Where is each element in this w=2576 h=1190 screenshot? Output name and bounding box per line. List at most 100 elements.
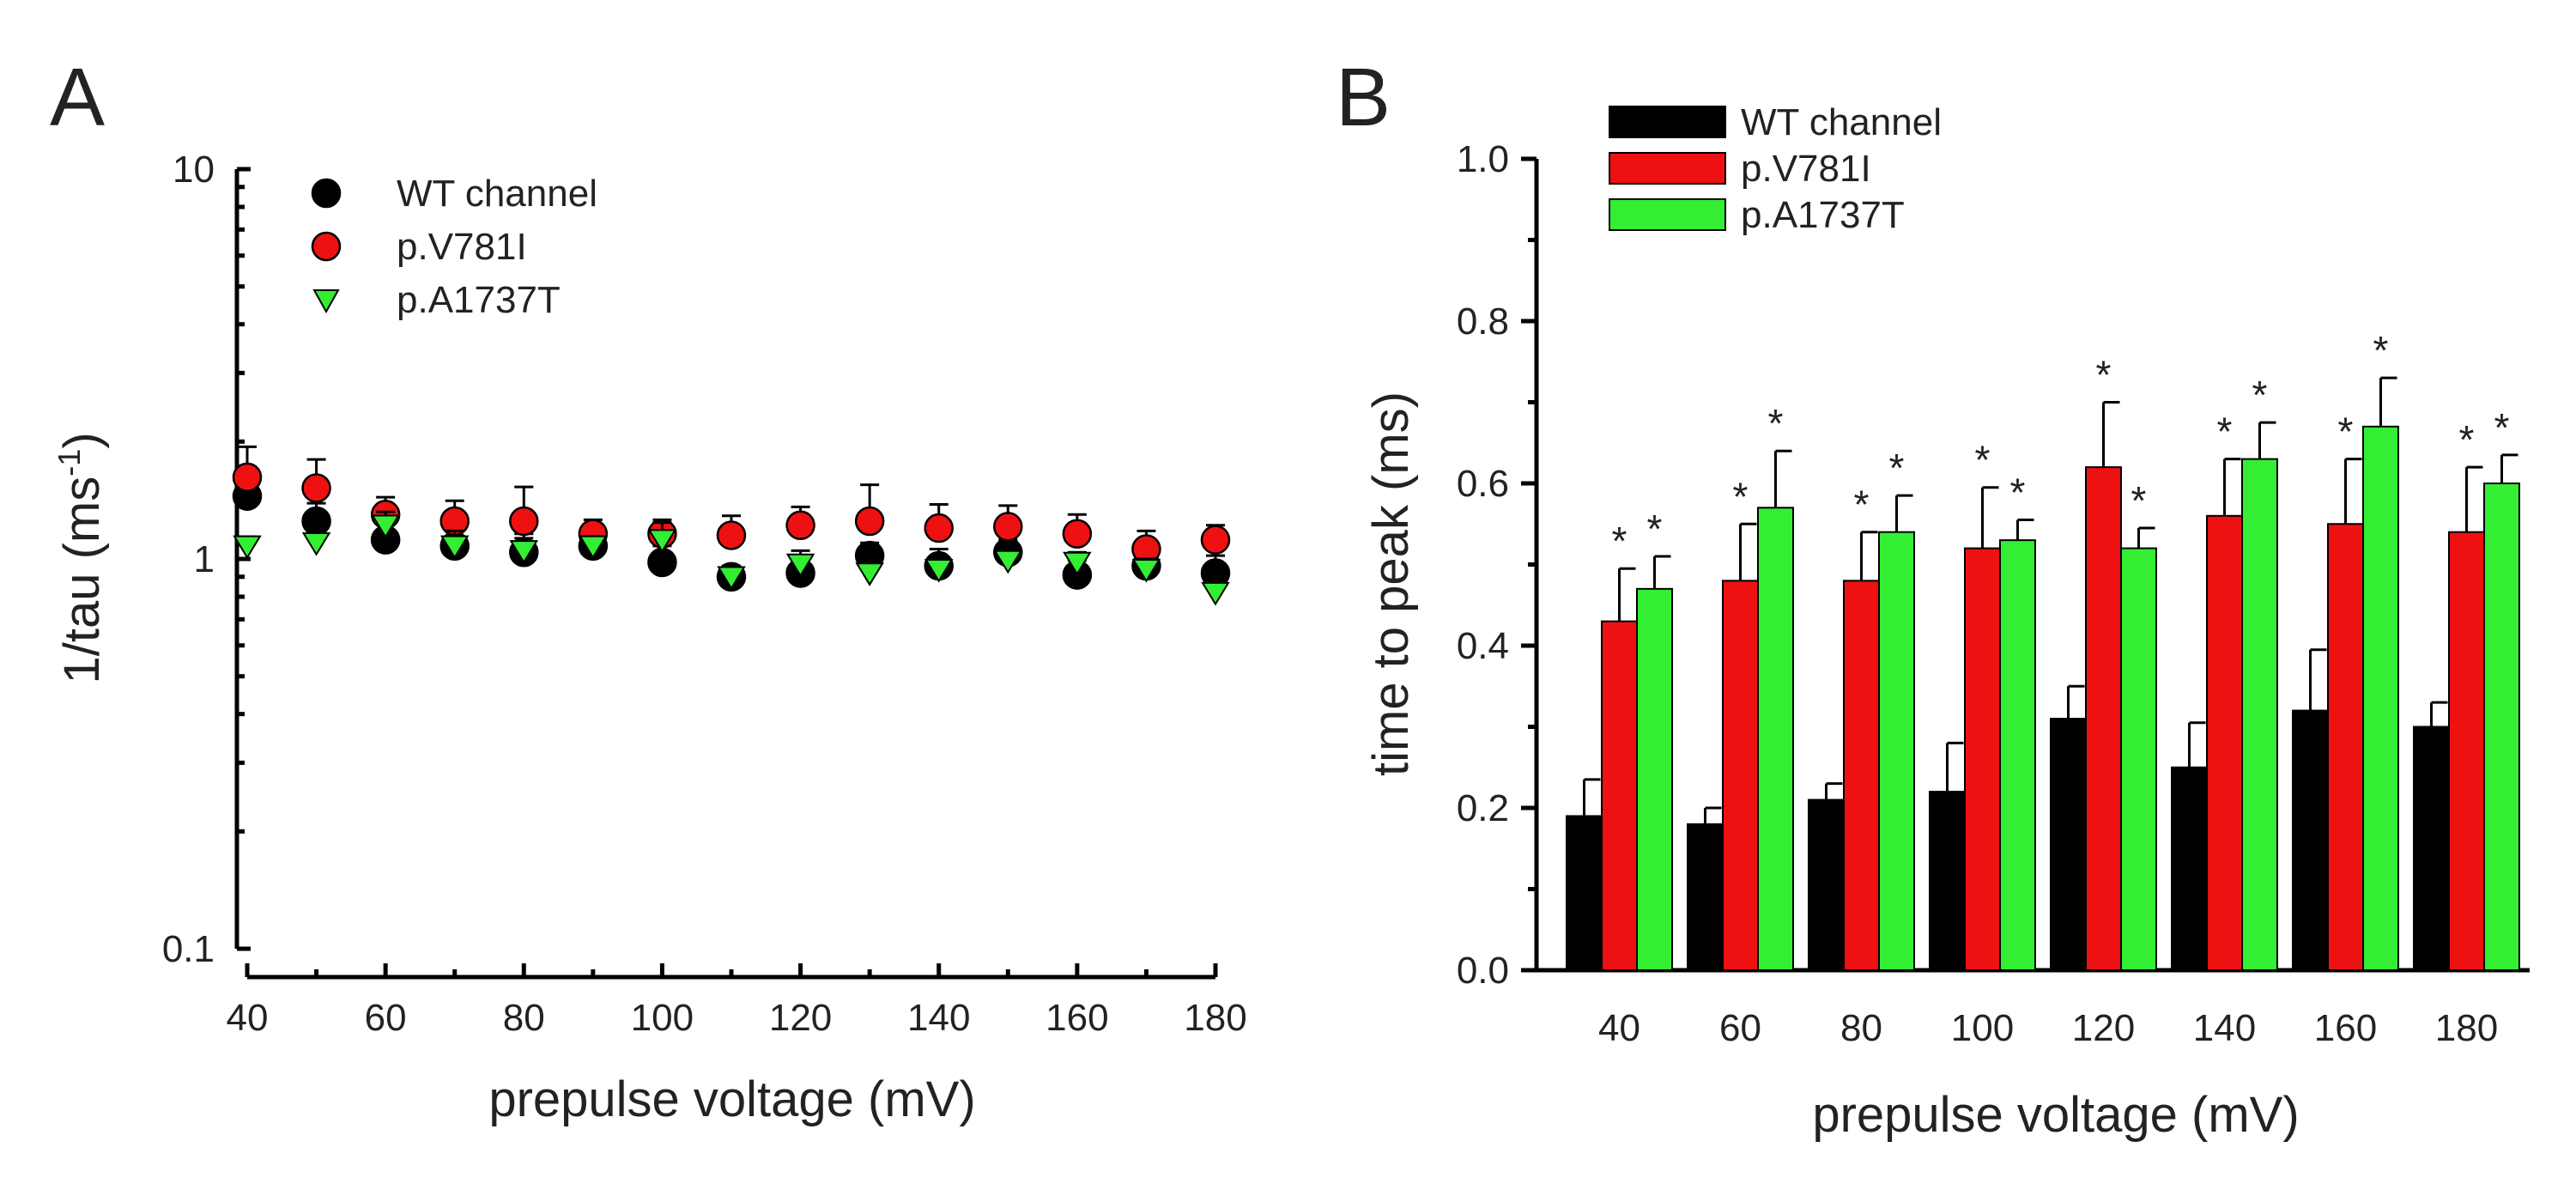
panel-b-legend-swatch: [1609, 198, 1726, 231]
panel-b-bar-wt-channel: [2171, 766, 2208, 971]
panel-a-data-point: [647, 529, 677, 554]
panel-a-data-point: [301, 473, 331, 503]
panel-b-bar-wt-channel: [1808, 798, 1845, 971]
panel-b-legend-label: p.V781I: [1741, 148, 1871, 190]
panel-a-x-tick-label: 60: [365, 997, 407, 1039]
panel-b-bar-p-v781i: [2085, 466, 2122, 971]
panel-a-data-point: [993, 549, 1023, 574]
panel-a-y-tick-label: 0.1: [162, 928, 215, 970]
panel-b-x-tick-label: 100: [1951, 1007, 2014, 1049]
panel-a-data-point: [716, 520, 747, 550]
panel-a-data-point: [924, 513, 954, 543]
panel-a-x-tick-label: 140: [907, 997, 970, 1039]
panel-b-significance-star: *: [2494, 405, 2510, 450]
panel-b-legend-label: p.A1737T: [1741, 194, 1905, 236]
panel-a-x-tick-label: 100: [631, 997, 694, 1039]
panel-a-data-point: [509, 540, 539, 564]
panel-a-data-point: [854, 506, 885, 537]
panel-b-significance-star: *: [2252, 373, 2268, 417]
panel-a-data-point: [785, 553, 815, 578]
panel-b-x-tick-label: 60: [1719, 1007, 1761, 1049]
panel-b-bar-p-a1737t: [2241, 458, 2278, 971]
panel-b-group-160: **: [2292, 328, 2399, 972]
panel-a-data-point: [785, 510, 815, 541]
panel-a-data-point: [301, 531, 331, 556]
panel-b-significance-star: *: [1854, 483, 1870, 527]
panel-a-x-tick-label: 80: [503, 997, 545, 1039]
panel-a-legend-label: WT channel: [397, 173, 597, 215]
panel-b-significance-star: *: [1889, 446, 1905, 490]
panel-a-data-point: [1201, 581, 1230, 606]
panel-a-data-point: [717, 566, 746, 591]
panel-b-x-tick-label: 120: [2072, 1007, 2135, 1049]
panel-a-data-point: [993, 512, 1023, 542]
panel-b-bar-p-v781i: [1722, 580, 1759, 972]
panel-b-bar-p-v781i: [2448, 531, 2485, 971]
panel-b-x-tick-label: 40: [1598, 1007, 1640, 1049]
panel-a-data-point: [1062, 519, 1093, 549]
panel-b-significance-star: *: [2096, 353, 2112, 398]
panel-b-x-tick-label: 80: [1840, 1007, 1882, 1049]
panel-b-bar-p-a1737t: [1636, 587, 1673, 971]
panel-a-series-p-a1737t: [233, 510, 1230, 606]
panel-a-letter: A: [50, 52, 105, 143]
panel-a-legend-marker: [311, 178, 342, 209]
panel-b-y-tick-label: 1.0: [1457, 138, 1509, 180]
panel-b-bar-chart: 0.00.20.40.60.81.0* *40**60**80**100**120…: [1457, 101, 2530, 1049]
panel-b-bar-p-a1737t: [2362, 425, 2399, 972]
panel-a-data-point: [924, 558, 954, 583]
panel-b-x-tick-label: 160: [2314, 1007, 2377, 1049]
panel-a-y-tick-label: 10: [173, 149, 215, 191]
panel-a-legend: WT channel p.V781I p.A1737T: [311, 173, 597, 321]
panel-b-group-180: * *: [2413, 405, 2520, 971]
panel-a-legend-marker: [311, 231, 342, 262]
panel-b-group-120: **: [2050, 353, 2157, 971]
panel-b-bar-p-a1737t: [2120, 547, 2157, 971]
panel-b-group-40: * *: [1566, 507, 1673, 972]
panel-b-group-140: **: [2171, 373, 2278, 971]
panel-b-significance-star: *: [2010, 471, 2026, 515]
panel-a-data-point: [579, 535, 608, 560]
panel-b-bar-wt-channel: [2413, 726, 2450, 971]
panel-b-y-tick-label: 0.8: [1457, 301, 1509, 343]
panel-b-bar-wt-channel: [2050, 718, 2087, 971]
panel-b-bar-wt-channel: [2292, 709, 2329, 971]
panel-b-bar-p-v781i: [1964, 547, 2001, 971]
panel-b-significance-star: *: [2131, 478, 2147, 523]
panel-a-data-point: [232, 462, 263, 493]
panel-a-y-axis-label: 1/tau (ms-1): [52, 432, 110, 683]
panel-b-bar-p-a1737t: [1878, 531, 1915, 971]
panel-b-bar-wt-channel: [1566, 815, 1603, 972]
panel-b-bar-p-v781i: [1601, 620, 1638, 972]
panel-b-y-axis-label: time to peak (ms): [1363, 392, 1419, 776]
panel-a-y-tick-label: 1: [194, 538, 215, 580]
panel-a-legend-marker: [312, 289, 340, 314]
panel-b-y-tick-label: 0.6: [1457, 463, 1509, 505]
panel-b-significance-star: *: [1647, 507, 1663, 551]
panel-a-x-tick-label: 40: [227, 997, 269, 1039]
panel-b-y-tick-label: 0.0: [1457, 950, 1509, 992]
panel-a-data-point: [1200, 525, 1231, 555]
panel-b-bar-p-a1737t: [1999, 539, 2036, 972]
panel-a-data-point: [855, 562, 884, 586]
panel-b-significance-star: *: [2217, 410, 2233, 454]
panel-b-x-axis-label: prepulse voltage (mV): [1812, 1087, 2299, 1143]
panel-b-group-100: **: [1929, 438, 2036, 972]
panel-a-legend-label: p.A1737T: [397, 279, 561, 321]
panel-a-data-point: [371, 514, 400, 539]
panel-b-significance-star: *: [1768, 401, 1784, 446]
panel-b-bar-p-v781i: [2206, 514, 2243, 971]
panel-b-bar-p-a1737t: [2483, 483, 2520, 971]
panel-b-bar-wt-channel: [1687, 823, 1724, 972]
panel-a-data-point: [439, 535, 470, 560]
panel-a-data-point: [1063, 551, 1092, 576]
panel-b-bar-p-a1737t: [1757, 507, 1794, 971]
panel-b-x-tick-label: 140: [2193, 1007, 2256, 1049]
panel-a-x-axis-label: prepulse voltage (mV): [488, 1072, 975, 1127]
panel-a-x-tick-label: 160: [1046, 997, 1108, 1039]
panel-b-significance-star: *: [1733, 474, 1749, 519]
panel-b-legend-swatch: [1609, 152, 1726, 185]
panel-a-x-tick-label: 180: [1184, 997, 1246, 1039]
